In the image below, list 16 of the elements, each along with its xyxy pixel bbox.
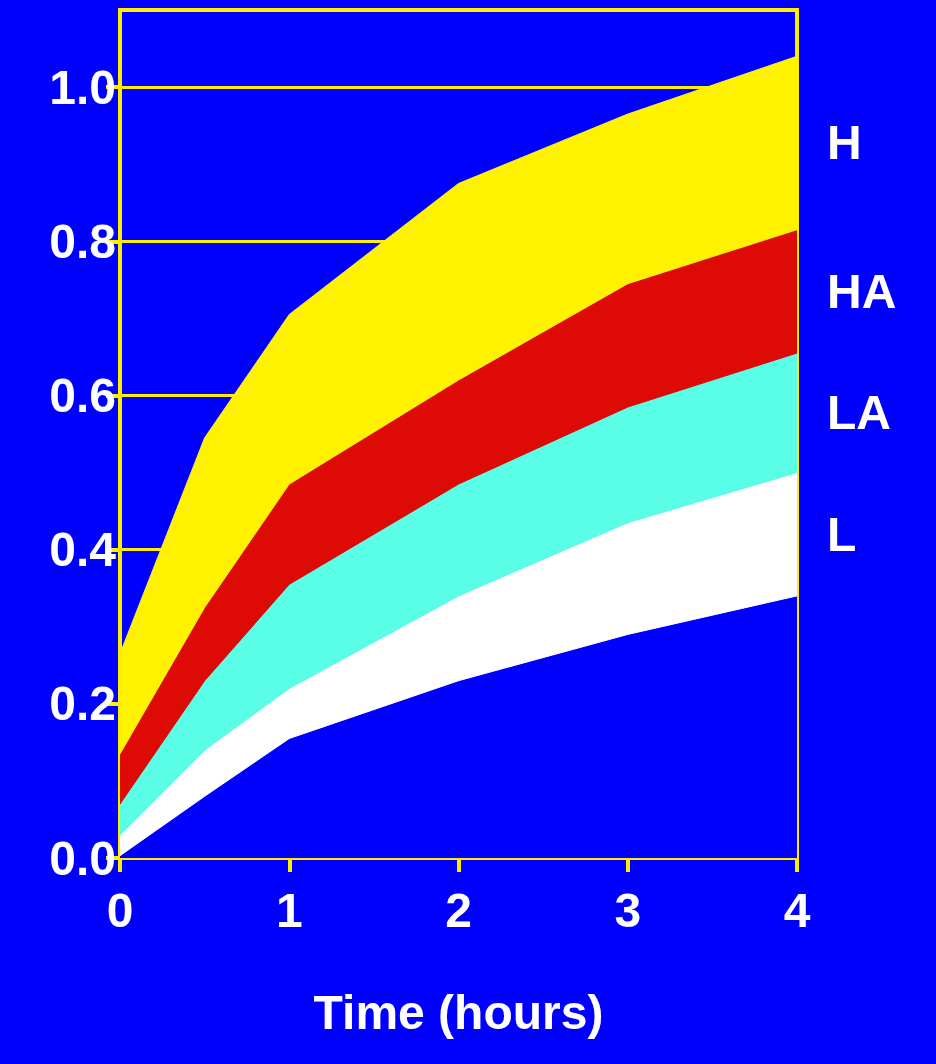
y-tick-label: 0.0	[49, 831, 116, 885]
series-label: LA	[827, 386, 891, 440]
series-label: HA	[827, 264, 897, 318]
y-tick-label: 0.8	[49, 214, 116, 268]
y-tick-label: 1.0	[49, 60, 116, 114]
x-tick-label: 1	[275, 883, 303, 937]
x-tick-label: 2	[445, 883, 472, 937]
y-tick-label: 0.6	[49, 368, 116, 422]
y-tick-label: 0.2	[49, 677, 116, 731]
series-label: L	[827, 507, 857, 561]
x-tick-label: 3	[614, 883, 642, 937]
x-tick-label: 4	[783, 883, 811, 937]
x-tick-label: 0	[106, 883, 134, 937]
y-tick-label: 0.4	[49, 523, 117, 577]
x-axis-title: Time (hours)	[313, 985, 604, 1039]
series-label: H	[827, 116, 862, 170]
